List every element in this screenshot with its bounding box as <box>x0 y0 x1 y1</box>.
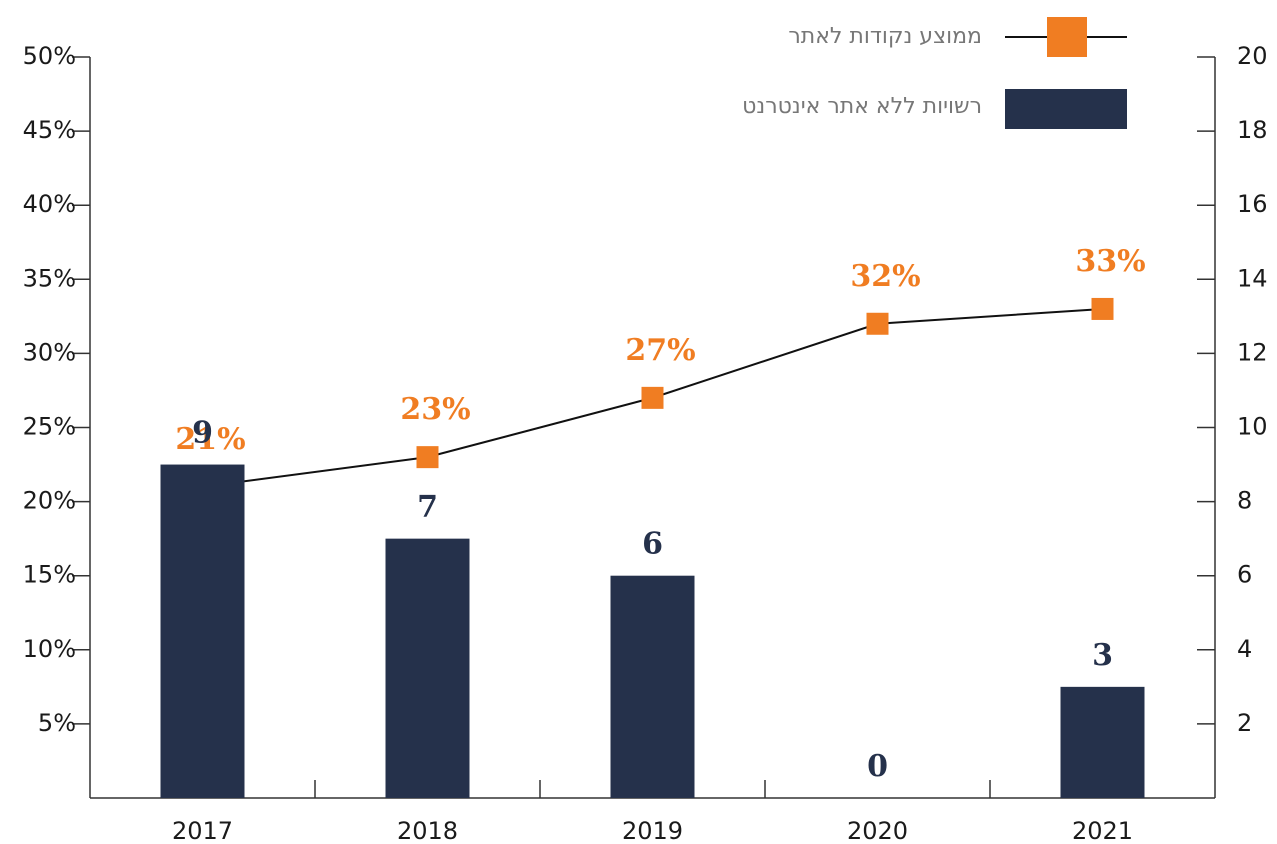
y-tick-label: 35% <box>23 264 76 292</box>
line-label: 33% <box>1075 244 1145 279</box>
y-tick-label: 40% <box>23 190 76 218</box>
y2-tick-label: 16 <box>1237 190 1268 218</box>
x-tick-label: 2019 <box>622 817 683 844</box>
y-tick-label: 20% <box>23 487 76 515</box>
y-tick-label: 15% <box>23 561 76 589</box>
line-label: 27% <box>625 333 695 368</box>
bar-label: 9 <box>192 416 213 451</box>
line-label: 23% <box>400 392 470 427</box>
y2-tick-label: 6 <box>1237 561 1252 589</box>
bar <box>1060 686 1145 798</box>
y2-tick-label: 20 <box>1237 42 1268 70</box>
y-tick-label: 25% <box>23 413 76 441</box>
x-tick-label: 2017 <box>172 817 233 844</box>
y-tick-label: 5% <box>38 709 76 737</box>
bar <box>610 575 695 798</box>
y-tick-label: 45% <box>23 116 76 144</box>
x-tick-label: 2021 <box>1072 817 1133 844</box>
line-marker <box>1091 297 1114 320</box>
x-tick-label: 2020 <box>847 817 908 844</box>
y2-tick-label: 14 <box>1237 264 1268 292</box>
bar-label: 6 <box>642 527 663 562</box>
bar-label: 0 <box>867 749 888 784</box>
legend-marker <box>1047 17 1087 57</box>
y2-tick-label: 12 <box>1237 338 1268 366</box>
y2-tick-label: 8 <box>1237 487 1252 515</box>
bar-label: 3 <box>1092 638 1113 673</box>
legend-label: רשויות ללא אתר אינטרנט <box>742 94 982 119</box>
bar <box>385 538 470 798</box>
line-marker <box>641 386 664 409</box>
legend-swatch <box>1005 89 1127 129</box>
y2-tick-label: 18 <box>1237 116 1268 144</box>
y-tick-label: 50% <box>23 42 76 70</box>
line-marker <box>866 312 889 335</box>
bar <box>160 464 245 798</box>
line-marker <box>416 446 439 469</box>
bar-label: 7 <box>417 490 438 525</box>
y2-tick-label: 4 <box>1237 635 1252 663</box>
y2-tick-label: 10 <box>1237 413 1268 441</box>
y-tick-label: 10% <box>23 635 76 663</box>
x-tick-label: 2018 <box>397 817 458 844</box>
line-label: 32% <box>850 259 920 294</box>
y2-tick-label: 2 <box>1237 709 1252 737</box>
line-label: 21% <box>175 422 245 457</box>
y-tick-label: 30% <box>23 338 76 366</box>
legend-label: ממוצע נקודות לאתר <box>788 24 982 49</box>
